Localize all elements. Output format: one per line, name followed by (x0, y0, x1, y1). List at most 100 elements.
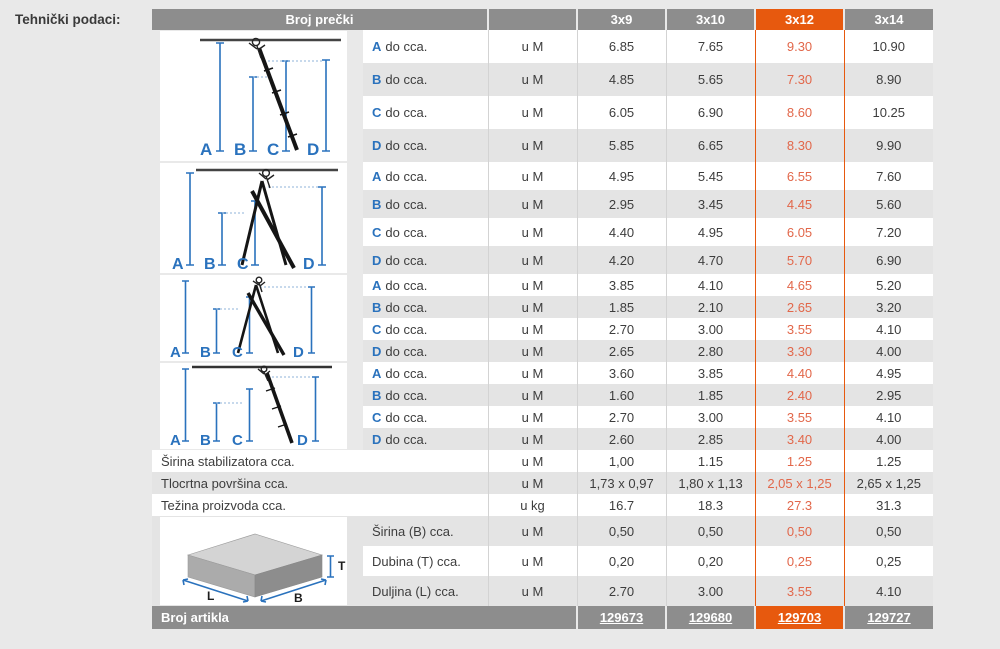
value-3x10: 4.95 (665, 218, 756, 246)
row-label-text: do cca. (385, 365, 428, 381)
value-3x12: 4.40 (754, 362, 845, 384)
value-3x14: 7.20 (843, 218, 934, 246)
article-number-row: Broj artikla 129673 129680 129703 129727 (152, 606, 934, 629)
value-3x14: 31.3 (843, 494, 934, 516)
row-label: Širina (B) cca. (363, 516, 489, 546)
value-3x10: 1.15 (665, 450, 756, 472)
article-link-3x9[interactable]: 129673 (599, 610, 644, 625)
table-row: Težina proizvoda cca. u kg 16.7 18.3 27.… (152, 494, 934, 516)
row-label-text: do cca. (385, 168, 428, 184)
value-3x14: 4.95 (843, 362, 934, 384)
dimension-letter: C (372, 321, 382, 337)
value-3x9: 1,73 x 0,97 (576, 472, 667, 494)
value-3x10: 18.3 (665, 494, 756, 516)
value-3x12: 9.30 (754, 30, 845, 63)
value-3x14: 5.60 (843, 190, 934, 218)
article-number-label: Broj artikla (152, 606, 578, 629)
value-3x12: 3.55 (754, 318, 845, 340)
unit-cell: u M (487, 30, 578, 63)
value-3x12: 0,50 (754, 516, 845, 546)
dimension-letter: A (372, 365, 382, 381)
article-link-3x14[interactable]: 129727 (867, 610, 911, 625)
value-3x9: 2.70 (576, 406, 667, 428)
col-header-3x12-highlighted: 3x12 (754, 9, 845, 30)
value-3x9: 1,00 (576, 450, 667, 472)
value-3x9: 0,50 (576, 516, 667, 546)
row-label: Širina stabilizatora cca. (152, 450, 489, 472)
value-3x10: 2.80 (665, 340, 756, 362)
value-3x10: 6.65 (665, 129, 756, 162)
dimension-letter: A (372, 277, 382, 293)
box-dim-l: L (207, 589, 214, 603)
value-3x10: 0,20 (665, 546, 756, 576)
article-cell-3x9: 129673 (576, 606, 667, 629)
value-3x14: 4.10 (843, 318, 934, 340)
diagram-letter-a: A (172, 256, 184, 271)
value-3x12: 2.65 (754, 296, 845, 318)
row-label-text: do cca. (385, 105, 428, 120)
table-row: Širina stabilizatora cca. u M 1,00 1.15 … (152, 450, 934, 472)
stepladder-with-extension-icon: A B C D (172, 168, 338, 271)
value-3x9: 0,20 (576, 546, 667, 576)
diagram-letter-c: C (237, 256, 249, 271)
value-3x14: 4.10 (843, 406, 934, 428)
value-3x14: 2.95 (843, 384, 934, 406)
value-3x9: 4.40 (576, 218, 667, 246)
value-3x9: 2.70 (576, 318, 667, 340)
unit-cell: u M (487, 428, 578, 450)
value-3x14: 8.90 (843, 63, 934, 96)
value-3x9: 6.05 (576, 96, 667, 129)
value-3x9: 3.85 (576, 274, 667, 296)
unit-cell: u M (487, 340, 578, 362)
article-cell-3x14: 129727 (843, 606, 934, 629)
row-label-text: do cca. (385, 277, 428, 293)
unit-cell: u M (487, 274, 578, 296)
article-link-3x12[interactable]: 129703 (777, 610, 822, 625)
row-label: Dubina (T) cca. (363, 546, 489, 576)
value-3x10: 6.90 (665, 96, 756, 129)
dimension-letter: D (372, 138, 382, 153)
value-3x12: 6.05 (754, 218, 845, 246)
value-3x14: 0,25 (843, 546, 934, 576)
value-3x9: 6.85 (576, 30, 667, 63)
value-3x14: 2,65 x 1,25 (843, 472, 934, 494)
diagram-letter-a: A (170, 432, 181, 449)
row-label-text: do cca. (385, 39, 428, 54)
article-cell-3x12-highlighted: 129703 (754, 606, 845, 629)
row-label-text: do cca. (385, 343, 428, 359)
box-dim-t: T (338, 559, 346, 573)
ladder-photo: A B C D (160, 363, 347, 449)
table-row: Dubina (T) cca. u M 0,20 0,20 0,25 0,25 (152, 546, 934, 576)
diagram-cell-group3: A B C D (152, 274, 363, 362)
technical-data-table: Broj prečki 3x9 3x10 3x12 3x14 (152, 9, 934, 629)
col-header-3x10: 3x10 (665, 9, 756, 30)
article-link-3x10[interactable]: 129680 (688, 610, 733, 625)
value-3x12: 2,05 x 1,25 (754, 472, 845, 494)
unit-cell: u M (487, 190, 578, 218)
row-label-text: do cca. (385, 409, 428, 425)
value-3x10: 3.85 (665, 362, 756, 384)
diagram-letter-a: A (170, 344, 181, 361)
value-3x12: 27.3 (754, 494, 845, 516)
dimension-letter: D (372, 343, 382, 359)
value-3x14: 10.25 (843, 96, 934, 129)
unit-cell: u M (487, 318, 578, 340)
ladder-photo: A B C D (160, 275, 347, 361)
value-3x12: 3.40 (754, 428, 845, 450)
row-label-text: do cca. (385, 72, 428, 87)
unit-cell: u M (487, 450, 578, 472)
diagram-letter-a: A (200, 140, 212, 159)
value-3x14: 6.90 (843, 246, 934, 274)
